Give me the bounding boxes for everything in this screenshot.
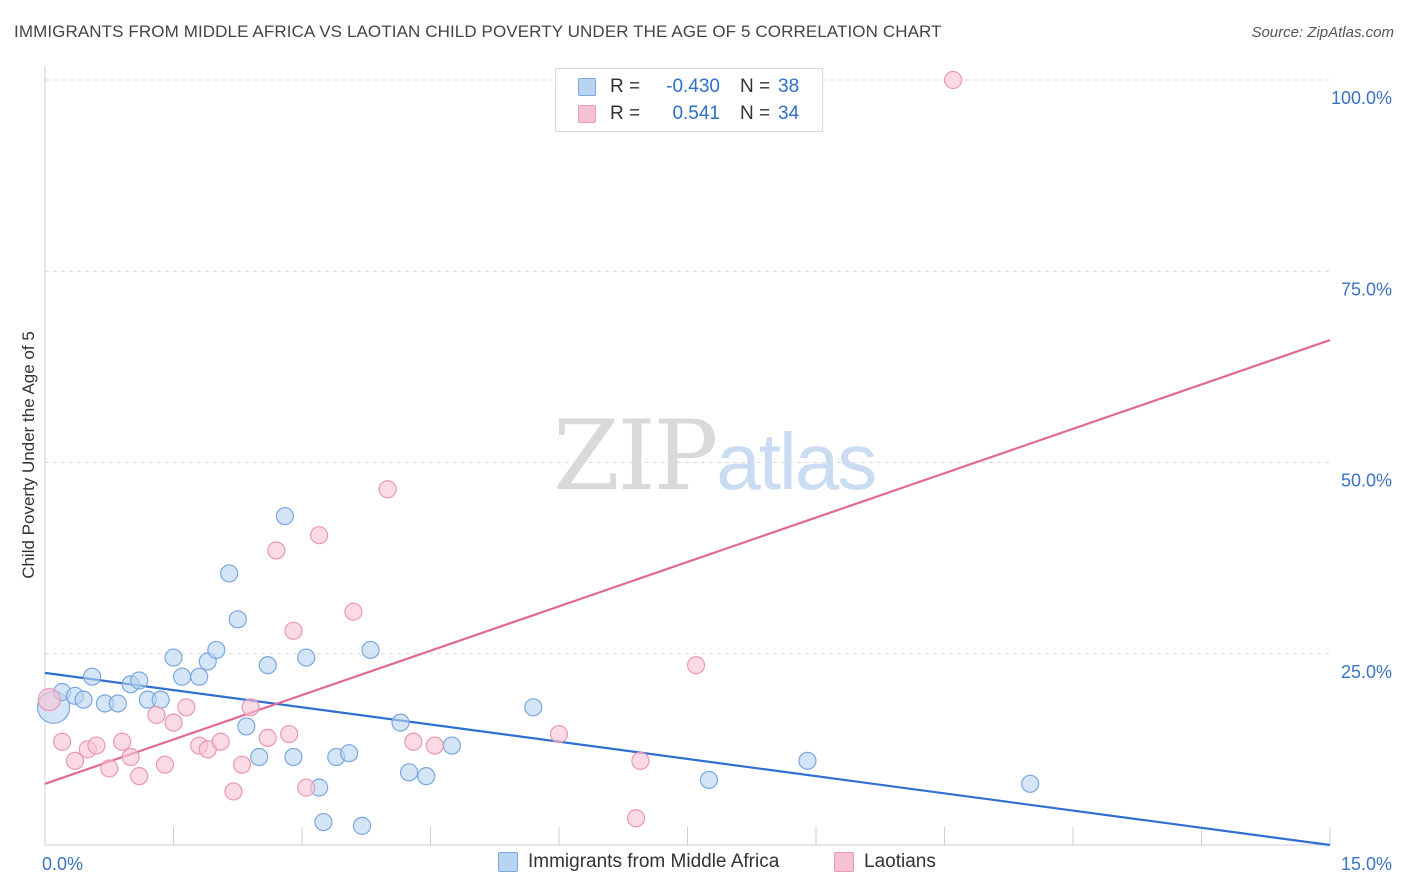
y-tick-label: 25.0% bbox=[1341, 662, 1392, 682]
data-point-pink bbox=[147, 705, 166, 725]
data-point-blue bbox=[391, 713, 410, 732]
data-point-pink bbox=[232, 755, 252, 774]
data-point-pink bbox=[344, 602, 363, 621]
data-point-pink bbox=[631, 751, 650, 770]
data-point-blue bbox=[172, 667, 192, 686]
data-point-pink bbox=[943, 70, 963, 90]
data-point-pink bbox=[378, 480, 397, 499]
data-point-pink bbox=[267, 541, 286, 560]
data-point-pink bbox=[177, 698, 196, 717]
data-point-blue bbox=[74, 690, 93, 709]
legend-r-label: R = bbox=[610, 76, 641, 97]
data-point-blue bbox=[228, 610, 247, 629]
data-point-pink bbox=[224, 782, 243, 801]
y-tick-label: 100.0% bbox=[1331, 88, 1392, 108]
data-point-blue bbox=[220, 564, 239, 583]
data-point-blue bbox=[237, 717, 256, 736]
data-points bbox=[36, 70, 1040, 835]
data-point-blue bbox=[250, 747, 269, 767]
data-point-pink bbox=[425, 736, 444, 755]
series-legend: Immigrants from Middle Africa Laotians bbox=[0, 851, 1406, 877]
data-point-pink bbox=[686, 656, 706, 675]
correlation-legend: R = -0.430 N = 38 R = 0.541 N = 34 bbox=[555, 68, 823, 132]
pink-swatch bbox=[578, 105, 596, 123]
legend-n-label: N = bbox=[740, 76, 771, 97]
legend-r-value: -0.430 bbox=[666, 76, 720, 97]
data-point-blue bbox=[284, 747, 303, 767]
data-point-pink bbox=[280, 724, 299, 744]
blue-swatch bbox=[498, 852, 518, 872]
data-point-blue bbox=[1021, 774, 1040, 793]
data-point-blue bbox=[130, 671, 149, 690]
data-point-blue bbox=[352, 816, 372, 835]
data-point-blue bbox=[258, 656, 277, 675]
grid bbox=[45, 79, 1330, 655]
y-tick-label: 50.0% bbox=[1341, 471, 1392, 491]
data-point-pink bbox=[258, 728, 277, 748]
data-point-pink bbox=[310, 526, 329, 545]
data-point-pink bbox=[164, 713, 183, 732]
watermark: ZIPatlas bbox=[553, 400, 877, 512]
chart-source: Source: ZipAtlas.com bbox=[1251, 24, 1394, 41]
legend-item-immigrants[interactable]: Immigrants from Middle Africa bbox=[498, 851, 779, 873]
chart-title: IMMIGRANTS FROM MIDDLE AFRICA VS LAOTIAN… bbox=[14, 22, 942, 41]
legend-item-laotians[interactable]: Laotians bbox=[834, 851, 936, 873]
data-point-pink bbox=[241, 698, 260, 717]
data-point-blue bbox=[340, 744, 359, 763]
data-point-blue bbox=[314, 812, 333, 832]
data-point-blue bbox=[417, 767, 436, 786]
legend-n-value: 38 bbox=[778, 76, 800, 97]
legend-n-value: 34 bbox=[778, 103, 800, 124]
data-point-blue bbox=[524, 698, 543, 717]
data-point-pink bbox=[626, 809, 646, 828]
data-point-blue bbox=[399, 763, 419, 782]
data-point-blue bbox=[361, 640, 380, 660]
data-point-pink bbox=[155, 755, 175, 774]
data-point-blue bbox=[164, 648, 183, 667]
data-point-blue bbox=[275, 506, 294, 526]
data-point-blue bbox=[699, 770, 719, 790]
legend-r-value: 0.541 bbox=[672, 103, 720, 124]
data-point-pink bbox=[297, 778, 316, 797]
data-point-blue bbox=[798, 751, 817, 770]
x-tick-label: 0.0% bbox=[42, 854, 83, 874]
data-point-pink bbox=[87, 736, 106, 755]
data-point-pink bbox=[37, 688, 61, 712]
data-point-pink bbox=[549, 724, 569, 744]
legend-n-label: N = bbox=[740, 103, 771, 124]
data-point-pink bbox=[65, 751, 85, 770]
data-point-pink bbox=[284, 621, 303, 640]
data-point-blue bbox=[108, 694, 127, 713]
watermark-atlas: atlas bbox=[716, 417, 877, 506]
data-point-pink bbox=[100, 759, 119, 778]
data-point-pink bbox=[53, 732, 72, 751]
trend-line-blue bbox=[44, 671, 1331, 847]
data-point-pink bbox=[130, 767, 149, 786]
tick-labels: 25.0% 50.0% 75.0% 100.0% 0.0% 15.0% bbox=[42, 88, 1392, 874]
trend-line-pink bbox=[44, 339, 1331, 785]
data-point-pink bbox=[121, 747, 140, 767]
data-point-pink bbox=[211, 732, 230, 751]
data-point-blue bbox=[297, 648, 316, 667]
data-point-blue bbox=[190, 667, 209, 686]
x-tick-label: 15.0% bbox=[1341, 854, 1392, 874]
data-point-pink bbox=[404, 732, 423, 751]
legend-item-label: Laotians bbox=[864, 851, 936, 872]
data-point-blue bbox=[442, 736, 462, 755]
data-point-blue bbox=[207, 640, 226, 660]
y-tick-label: 75.0% bbox=[1341, 279, 1392, 299]
watermark-zip: ZIP bbox=[553, 400, 718, 512]
data-point-blue bbox=[151, 690, 170, 709]
pink-swatch bbox=[834, 852, 854, 872]
data-point-blue bbox=[83, 667, 102, 686]
y-axis-label: Child Poverty Under the Age of 5 bbox=[19, 331, 38, 579]
legend-row-pink: R = 0.541 N = 34 bbox=[578, 102, 799, 126]
blue-swatch bbox=[578, 78, 596, 96]
data-point-pink bbox=[112, 732, 132, 751]
legend-row-blue: R = -0.430 N = 38 bbox=[578, 75, 799, 99]
legend-item-label: Immigrants from Middle Africa bbox=[528, 851, 780, 872]
legend-r-label: R = bbox=[610, 103, 641, 124]
